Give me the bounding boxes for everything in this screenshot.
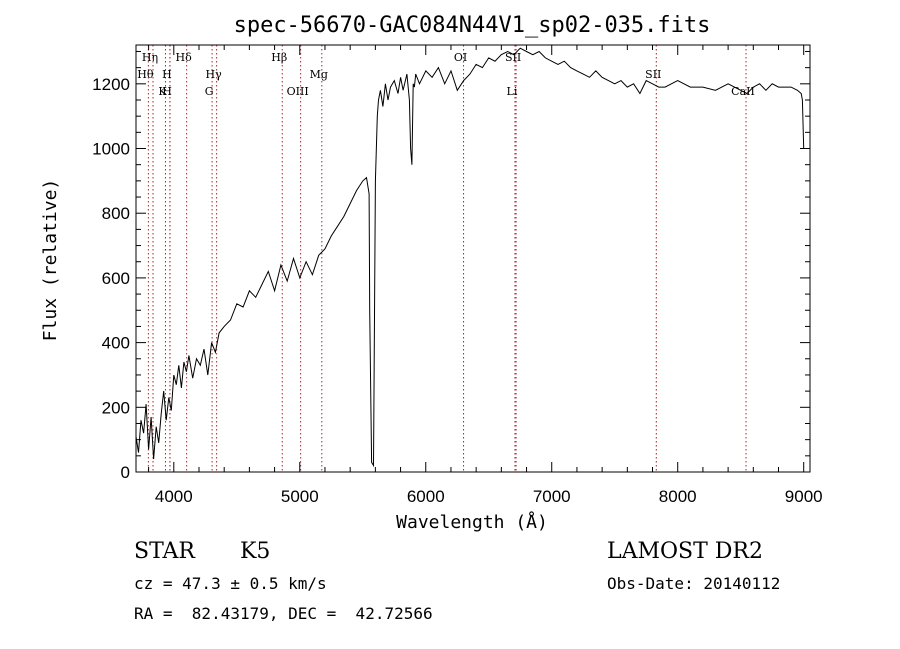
marker-label-4: H	[162, 85, 172, 98]
survey-name: LAMOST DR2	[607, 539, 763, 564]
y-tick-label: 0	[121, 463, 130, 482]
marker-label-6: G	[205, 85, 214, 98]
marker-label-9: OIII	[287, 85, 309, 98]
x-tick-label: 8000	[659, 487, 697, 506]
y-tick-label: 1000	[92, 140, 130, 159]
x-tick-label: 6000	[407, 487, 445, 506]
y-tick-label: 800	[102, 204, 130, 223]
marker-label-10: Mg	[310, 68, 328, 81]
x-axis-title: Wavelength (Å)	[396, 511, 548, 533]
marker-label-2: K	[158, 85, 167, 98]
spectrum-line	[135, 47, 805, 468]
marker-label-3: H	[162, 68, 172, 81]
marker-label-14: SII	[645, 68, 661, 81]
x-tick-label: 9000	[785, 487, 823, 506]
y-tick-label: 600	[102, 269, 130, 288]
object-class: STAR	[134, 539, 195, 564]
marker-label-12: Li	[507, 85, 518, 98]
spectral-line-markers	[147, 45, 747, 472]
marker-label-8: Hβ	[271, 51, 287, 64]
object-subclass: K5	[240, 539, 271, 564]
y-tick-label: 400	[102, 334, 130, 353]
marker-label-11: OI	[454, 51, 467, 64]
y-axis-title: Flux (relative)	[40, 179, 61, 342]
spectrum-chart: spec-56670-GAC084N44V1_sp02-035.fits Hθ H…	[40, 13, 823, 533]
x-tick-label: 4000	[155, 487, 193, 506]
marker-label-7: Hγ	[206, 68, 223, 81]
plot-frame	[135, 44, 811, 473]
coordinates-readout: RA = 82.43179, DEC = 42.72566	[134, 604, 433, 623]
y-axis-ticks: 0 200 400 600 800 1000 1200	[92, 50, 810, 482]
marker-label-13: SII	[505, 51, 521, 64]
y-tick-label: 200	[102, 398, 130, 417]
x-tick-label: 5000	[281, 487, 319, 506]
marker-label-1: Hη	[142, 51, 158, 64]
observation-date: Obs-Date: 20140112	[607, 574, 781, 593]
y-tick-label: 1200	[92, 75, 130, 94]
chart-title: spec-56670-GAC084N44V1_sp02-035.fits	[234, 13, 711, 38]
marker-label-5: Hδ	[176, 51, 193, 64]
x-axis-ticks: 4000 5000 6000 7000 8000 9000	[148, 45, 823, 506]
marker-label-0: Hθ	[137, 68, 154, 81]
redshift-readout: cz = 47.3 ± 0.5 km/s	[134, 574, 327, 593]
x-tick-label: 7000	[533, 487, 571, 506]
